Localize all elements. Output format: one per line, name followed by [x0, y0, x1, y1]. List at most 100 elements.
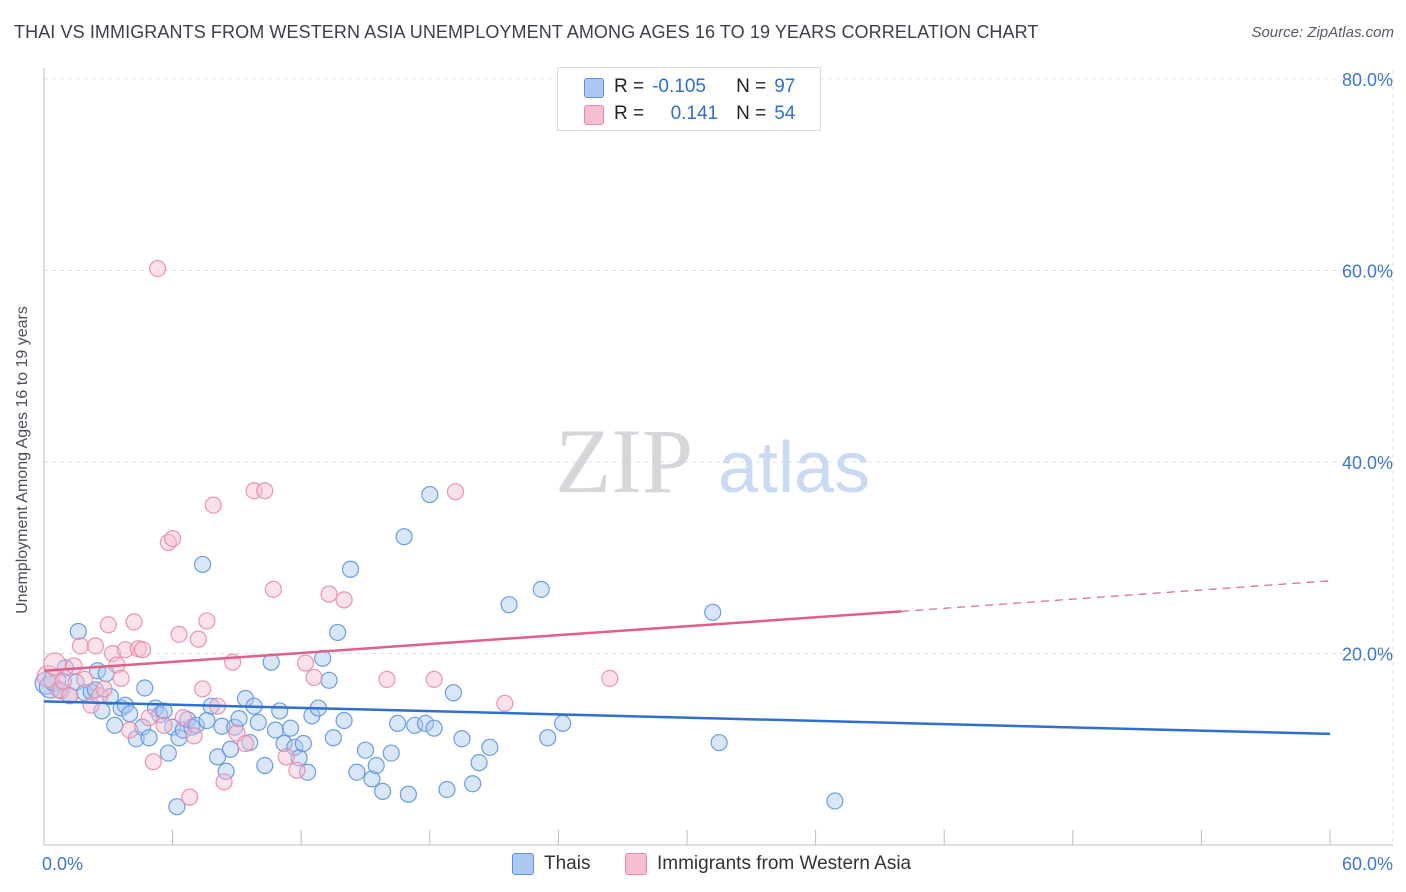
western-asia-point [288, 761, 306, 779]
western-asia-r-value: 0.141 [670, 103, 719, 124]
thais-legend-label: Thais [544, 853, 591, 874]
western-asia-point [170, 625, 188, 643]
western-asia-point [496, 694, 514, 712]
thais-point [275, 734, 293, 753]
western-asia-swatch [584, 105, 604, 125]
r-label: R = [614, 103, 645, 124]
thais-point [213, 717, 231, 735]
western-asia-point [425, 670, 443, 688]
western-asia-trend-line [43, 610, 902, 672]
bottom-legend-thais: Thais [512, 852, 590, 876]
western-asia-point [198, 612, 216, 630]
x-tick-label: 60.0% [1342, 854, 1393, 874]
tick-labels: 20.0% 40.0% 60.0% 80.0% 0.0% 60.0% [42, 70, 1393, 874]
correlation-legend: R = -0.105 N = 97 R = 0.141 N = 54 [557, 67, 821, 131]
western-asia-legend-label: Immigrants from Western Asia [657, 853, 912, 874]
western-asia-point [189, 630, 207, 648]
watermark-atlas: atlas [718, 428, 870, 508]
r-label: R = [614, 76, 645, 97]
thais-point [356, 741, 375, 759]
y-tick-label: 60.0% [1342, 262, 1393, 282]
western-asia-point [82, 696, 100, 714]
western-asia-point [95, 680, 113, 698]
thais-point [421, 485, 439, 504]
western-asia-n-value: 54 [774, 103, 796, 124]
thais-point [363, 770, 381, 788]
western-asia-point [277, 748, 295, 766]
thais-r-value: -0.105 [652, 76, 706, 97]
western-asia-point [125, 613, 143, 631]
western-asia-point [320, 585, 338, 603]
western-asia-point [164, 529, 182, 548]
western-asia-point [65, 657, 83, 675]
western-asia-point [148, 259, 167, 278]
watermark-zip: ZIP [555, 410, 693, 512]
western-asia-point [174, 709, 192, 727]
western-asia-point [140, 709, 158, 727]
thais-point [329, 623, 347, 642]
thais-point [444, 684, 462, 702]
thais-point [710, 733, 728, 752]
y-tick-label: 80.0% [1342, 70, 1393, 90]
thais-point [198, 711, 216, 730]
chart-title: THAI VS IMMIGRANTS FROM WESTERN ASIA UNE… [14, 22, 1039, 42]
source-label: Source: ZipAtlas.com [1251, 24, 1394, 41]
thais-point [299, 763, 317, 781]
thais-point [341, 560, 360, 578]
western-asia-point [121, 721, 139, 739]
western-asia-point [204, 496, 222, 514]
western-asia-point [296, 654, 315, 672]
thais-trend-line [43, 700, 1331, 736]
thais-point [704, 603, 722, 621]
thais-point [266, 721, 285, 739]
thais-point [395, 528, 413, 546]
y-tick-label: 20.0% [1342, 645, 1393, 665]
western-asia-point [71, 637, 90, 655]
thais-legend-swatch [512, 853, 534, 875]
thais-point [464, 775, 482, 793]
western-asia-point [116, 641, 135, 659]
thais-point [374, 782, 392, 800]
western-asia-point [305, 668, 323, 687]
thais-point [217, 762, 235, 780]
thais-point [194, 555, 212, 574]
thais-point [121, 705, 139, 723]
thais-point [133, 718, 152, 736]
western-asia-point [112, 669, 130, 687]
thais-point [230, 710, 248, 728]
thais-point [539, 729, 557, 747]
western-asia-point [76, 670, 94, 688]
thais-point [294, 734, 312, 753]
thais-point [116, 696, 135, 714]
western-asia-point [50, 681, 68, 699]
thais-point [335, 711, 353, 730]
thais-point [221, 740, 240, 758]
thais-point [155, 702, 173, 720]
n-label: N = [736, 76, 767, 97]
thais-point [826, 792, 844, 810]
thais-point [271, 702, 289, 720]
thais-point [159, 744, 177, 762]
thais-point [286, 738, 304, 756]
thais-point [406, 716, 424, 734]
western-asia-point [446, 483, 465, 501]
western-asia-point [185, 727, 203, 745]
western-asia-point [378, 670, 396, 688]
western-asia-point [264, 580, 282, 598]
thais-point [281, 719, 300, 737]
western-asia-legend-swatch [625, 853, 647, 875]
bottom-legend-western-asia: Immigrants from Western Asia [625, 852, 911, 876]
n-label: N = [736, 103, 767, 124]
x-tick-label: 0.0% [42, 854, 83, 874]
y-tick-label: 40.0% [1342, 453, 1393, 473]
thais-point [187, 716, 205, 734]
western-asia-point [54, 672, 72, 690]
thais-point [69, 622, 87, 641]
watermark: ZIP atlas [555, 410, 870, 512]
thais-point [249, 713, 267, 732]
thais-point [209, 748, 227, 766]
thais-point [256, 756, 274, 775]
western-asia-point [256, 482, 274, 500]
western-asia-point [144, 753, 162, 771]
